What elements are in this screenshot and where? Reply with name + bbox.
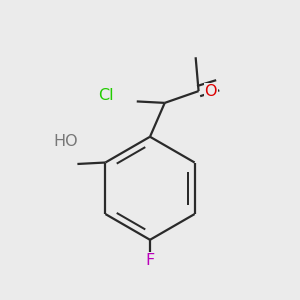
Text: O: O [205, 84, 217, 99]
Text: Cl: Cl [98, 88, 114, 103]
Text: HO: HO [53, 134, 78, 149]
Text: F: F [146, 253, 154, 268]
